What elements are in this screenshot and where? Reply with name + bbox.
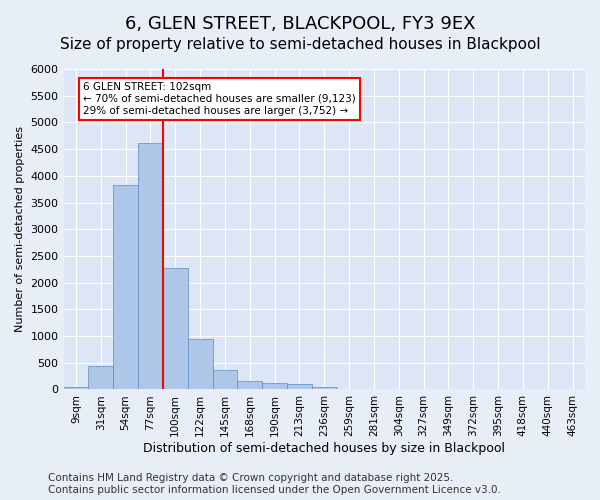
- Bar: [212, 370, 238, 390]
- Y-axis label: Number of semi-detached properties: Number of semi-detached properties: [15, 126, 25, 332]
- X-axis label: Distribution of semi-detached houses by size in Blackpool: Distribution of semi-detached houses by …: [143, 442, 505, 455]
- Text: 6 GLEN STREET: 102sqm
← 70% of semi-detached houses are smaller (9,123)
29% of s: 6 GLEN STREET: 102sqm ← 70% of semi-deta…: [83, 82, 356, 116]
- Bar: [287, 384, 312, 390]
- Bar: [188, 338, 212, 390]
- Bar: [312, 387, 337, 390]
- Bar: [238, 382, 262, 390]
- Text: Contains HM Land Registry data © Crown copyright and database right 2025.
Contai: Contains HM Land Registry data © Crown c…: [48, 474, 501, 495]
- Bar: [163, 268, 188, 390]
- Text: 6, GLEN STREET, BLACKPOOL, FY3 9EX: 6, GLEN STREET, BLACKPOOL, FY3 9EX: [125, 15, 475, 33]
- Bar: [262, 382, 287, 390]
- Text: Size of property relative to semi-detached houses in Blackpool: Size of property relative to semi-detach…: [59, 38, 541, 52]
- Bar: [64, 387, 88, 390]
- Bar: [138, 142, 163, 390]
- Bar: [88, 366, 113, 390]
- Bar: [113, 186, 138, 390]
